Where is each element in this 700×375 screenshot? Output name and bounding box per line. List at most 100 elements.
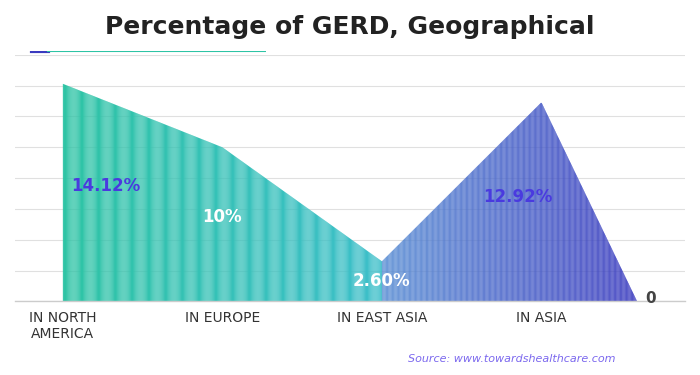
Polygon shape xyxy=(268,180,270,302)
Polygon shape xyxy=(422,220,423,302)
Polygon shape xyxy=(489,154,490,302)
Polygon shape xyxy=(162,123,163,302)
Polygon shape xyxy=(176,129,178,302)
Polygon shape xyxy=(396,246,397,302)
Polygon shape xyxy=(318,216,319,302)
Polygon shape xyxy=(249,166,250,302)
Polygon shape xyxy=(159,122,160,302)
Polygon shape xyxy=(80,91,81,302)
Polygon shape xyxy=(491,151,493,302)
Polygon shape xyxy=(415,227,416,302)
Polygon shape xyxy=(628,282,629,302)
Polygon shape xyxy=(134,112,135,302)
Polygon shape xyxy=(314,213,315,302)
Polygon shape xyxy=(130,111,131,302)
Polygon shape xyxy=(512,131,513,302)
Polygon shape xyxy=(74,88,75,302)
Polygon shape xyxy=(370,253,371,302)
Polygon shape xyxy=(458,184,459,302)
Polygon shape xyxy=(563,147,564,302)
Polygon shape xyxy=(123,108,125,302)
Polygon shape xyxy=(448,194,449,302)
Polygon shape xyxy=(435,207,436,302)
Polygon shape xyxy=(133,112,134,302)
Polygon shape xyxy=(94,96,95,302)
Polygon shape xyxy=(431,211,432,302)
Polygon shape xyxy=(479,164,480,302)
Polygon shape xyxy=(606,238,608,302)
Polygon shape xyxy=(154,120,155,302)
Polygon shape xyxy=(446,197,447,302)
Polygon shape xyxy=(82,92,83,302)
Polygon shape xyxy=(500,142,501,302)
Polygon shape xyxy=(150,118,151,302)
Polygon shape xyxy=(411,232,412,302)
Polygon shape xyxy=(335,228,336,302)
Text: 0: 0 xyxy=(645,291,656,306)
Polygon shape xyxy=(613,252,614,302)
Polygon shape xyxy=(632,291,633,302)
Polygon shape xyxy=(482,160,483,302)
Polygon shape xyxy=(577,176,578,302)
Polygon shape xyxy=(250,167,251,302)
Polygon shape xyxy=(213,144,214,302)
Polygon shape xyxy=(531,111,533,302)
Polygon shape xyxy=(302,204,303,302)
Polygon shape xyxy=(618,262,620,302)
Polygon shape xyxy=(629,285,630,302)
Polygon shape xyxy=(262,176,264,302)
Polygon shape xyxy=(538,104,539,302)
Polygon shape xyxy=(371,254,372,302)
Polygon shape xyxy=(253,169,254,302)
Polygon shape xyxy=(547,114,548,302)
Polygon shape xyxy=(590,204,592,302)
Polygon shape xyxy=(214,144,215,302)
Polygon shape xyxy=(304,206,305,302)
Polygon shape xyxy=(67,86,68,302)
Polygon shape xyxy=(386,256,387,302)
Polygon shape xyxy=(229,152,230,302)
Polygon shape xyxy=(75,88,76,302)
Polygon shape xyxy=(285,192,286,302)
Polygon shape xyxy=(434,209,435,302)
Polygon shape xyxy=(362,247,363,302)
Polygon shape xyxy=(251,168,252,302)
Polygon shape xyxy=(478,165,479,302)
Polygon shape xyxy=(71,87,72,302)
Polygon shape xyxy=(293,198,295,302)
Polygon shape xyxy=(560,140,561,302)
Polygon shape xyxy=(602,229,603,302)
Polygon shape xyxy=(487,155,489,302)
Polygon shape xyxy=(211,143,213,302)
Polygon shape xyxy=(484,159,485,302)
Polygon shape xyxy=(228,151,229,302)
Polygon shape xyxy=(342,233,344,302)
Polygon shape xyxy=(581,184,582,302)
Polygon shape xyxy=(84,92,85,302)
Polygon shape xyxy=(474,169,475,302)
Polygon shape xyxy=(467,176,468,302)
Polygon shape xyxy=(569,160,570,302)
Polygon shape xyxy=(68,86,69,302)
Polygon shape xyxy=(315,213,316,302)
Polygon shape xyxy=(503,139,505,302)
Polygon shape xyxy=(366,250,367,302)
Polygon shape xyxy=(247,165,248,302)
Polygon shape xyxy=(597,218,598,302)
Polygon shape xyxy=(182,131,183,302)
Polygon shape xyxy=(527,116,528,302)
Polygon shape xyxy=(97,98,98,302)
Polygon shape xyxy=(623,271,624,302)
Polygon shape xyxy=(337,230,338,302)
Polygon shape xyxy=(190,135,192,302)
Polygon shape xyxy=(158,122,159,302)
Polygon shape xyxy=(280,188,281,302)
Polygon shape xyxy=(556,133,557,302)
Polygon shape xyxy=(193,135,194,302)
Polygon shape xyxy=(586,195,587,302)
Polygon shape xyxy=(160,122,161,302)
Polygon shape xyxy=(300,203,301,302)
Polygon shape xyxy=(408,234,409,302)
Polygon shape xyxy=(635,296,636,302)
Polygon shape xyxy=(163,124,164,302)
